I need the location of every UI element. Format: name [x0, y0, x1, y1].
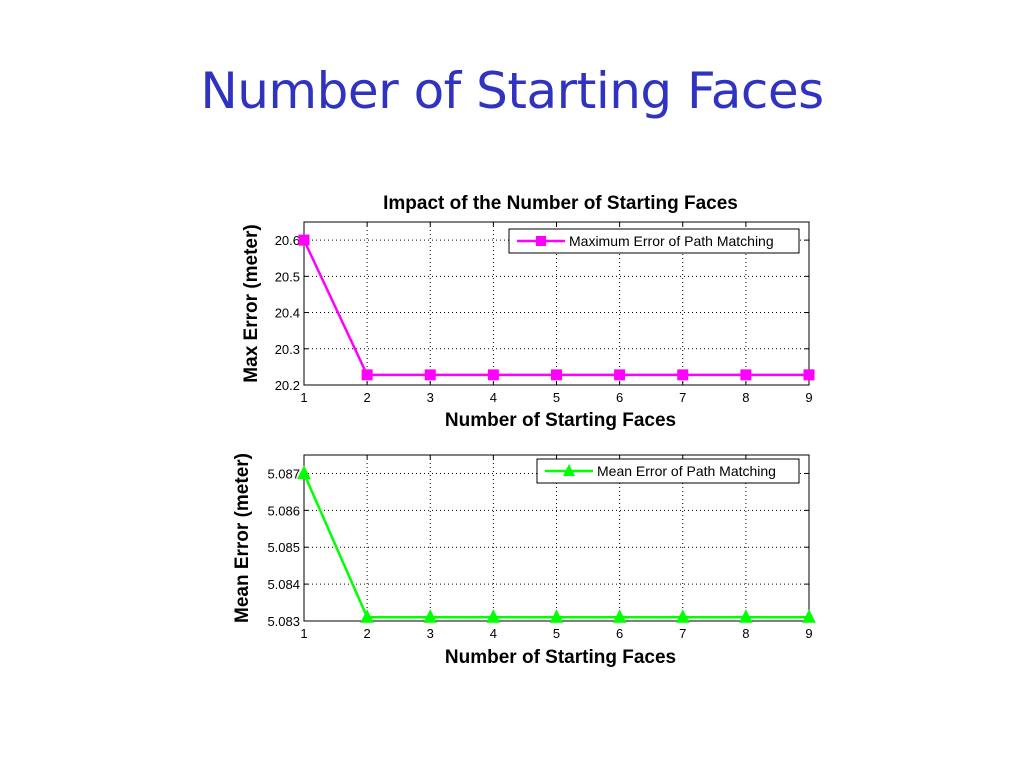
- y-tick-label: 5.087: [267, 466, 300, 481]
- data-point: [612, 609, 627, 623]
- x-tick-label: 1: [300, 626, 307, 641]
- y-tick-label: 5.085: [267, 540, 300, 555]
- data-point: [360, 609, 374, 623]
- x-axis-label: Number of Starting Faces: [445, 410, 676, 431]
- x-tick-label: 2: [364, 390, 371, 405]
- x-tick-label: 4: [490, 626, 497, 641]
- data-point: [487, 369, 499, 381]
- data-point: [423, 609, 438, 623]
- y-tick-label: 20.3: [275, 342, 300, 357]
- chart-title: Impact of the Number of Starting Faces: [383, 193, 738, 214]
- x-tick-label: 5: [553, 390, 560, 405]
- data-point: [739, 609, 753, 623]
- x-tick-label: 6: [616, 626, 623, 641]
- data-point: [677, 369, 689, 381]
- x-tick-label: 8: [742, 390, 749, 405]
- data-point: [802, 609, 816, 623]
- y-tick-label: 20.4: [275, 306, 300, 321]
- y-tick-label: 20.6: [275, 233, 300, 248]
- chart-panel-2: 1 2 3 4 5 6 7 8 9 5.083 5.084 5.085 5.086 5.087 Number…: [232, 453, 816, 668]
- x-tick-label: 3: [427, 390, 434, 405]
- y-tick-label: 5.083: [267, 614, 300, 629]
- y-tick-label: 5.086: [267, 503, 300, 518]
- legend-label: Maximum Error of Path Matching: [569, 233, 774, 249]
- data-point: [298, 234, 310, 246]
- slide-title: Number of Starting Faces: [200, 62, 824, 120]
- x-tick-label: 6: [616, 390, 623, 405]
- x-tick-label: 3: [427, 626, 434, 641]
- chart-panel-1: 1 2 3 4 5 6 7 8 9 20.2 20.3 20.4 20.5 20.6 Impact of t…: [241, 193, 815, 431]
- y-tick-label: 20.5: [275, 269, 300, 284]
- x-tick-label: 8: [742, 626, 749, 641]
- legend-marker: [536, 236, 546, 246]
- x-tick-label: 9: [805, 626, 812, 641]
- x-axis-label: Number of Starting Faces: [445, 647, 676, 668]
- x-tick-label: 7: [679, 390, 686, 405]
- x-tick-label: 7: [679, 626, 686, 641]
- x-tick-label: 1: [300, 390, 307, 405]
- data-point: [361, 369, 373, 381]
- y-axis-label: Max Error (meter): [241, 224, 262, 382]
- legend-marker: [563, 464, 575, 476]
- data-point: [551, 369, 562, 381]
- x-tick-label: 9: [805, 390, 812, 405]
- y-tick-label: 20.2: [275, 378, 300, 393]
- x-tick-label: 4: [490, 390, 497, 405]
- data-point: [803, 369, 815, 381]
- data-point: [614, 369, 626, 381]
- legend-label: Mean Error of Path Matching: [597, 463, 776, 479]
- data-point: [424, 369, 436, 381]
- y-tick-label: 5.084: [267, 577, 300, 592]
- x-tick-label: 2: [364, 626, 371, 641]
- data-point: [297, 465, 311, 479]
- data-point: [486, 609, 501, 623]
- data-point: [740, 369, 752, 381]
- data-point: [549, 609, 564, 623]
- data-point: [675, 609, 690, 623]
- y-axis-label: Mean Error (meter): [232, 453, 253, 623]
- x-tick-label: 5: [553, 626, 560, 641]
